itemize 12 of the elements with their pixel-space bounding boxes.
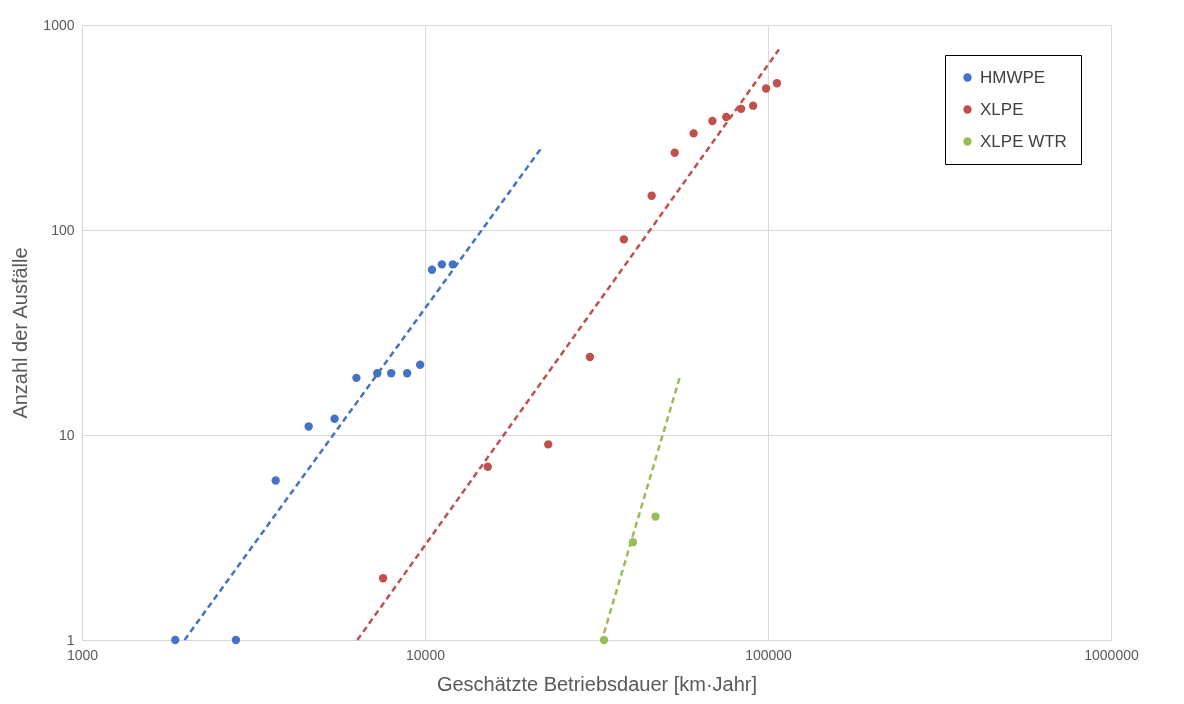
legend-label: HMWPE xyxy=(980,67,1046,87)
x-tick-label: 100000 xyxy=(745,646,793,663)
y-tick-label: 1 xyxy=(66,631,75,648)
legend-label: XLPE WTR xyxy=(980,131,1067,151)
y-tick-label: 10 xyxy=(58,426,75,443)
y-axis-title: Anzahl der Ausfälle xyxy=(9,247,32,419)
x-axis-title: Geschätzte Betriebsdauer [km·Jahr] xyxy=(436,672,758,695)
x-tick-label: 1000000 xyxy=(1084,646,1139,663)
y-tick-label: 100 xyxy=(51,221,75,238)
y-tick-label: 1000 xyxy=(43,16,75,33)
x-tick-label: 10000 xyxy=(406,646,446,663)
legend-label: XLPE xyxy=(980,99,1024,119)
